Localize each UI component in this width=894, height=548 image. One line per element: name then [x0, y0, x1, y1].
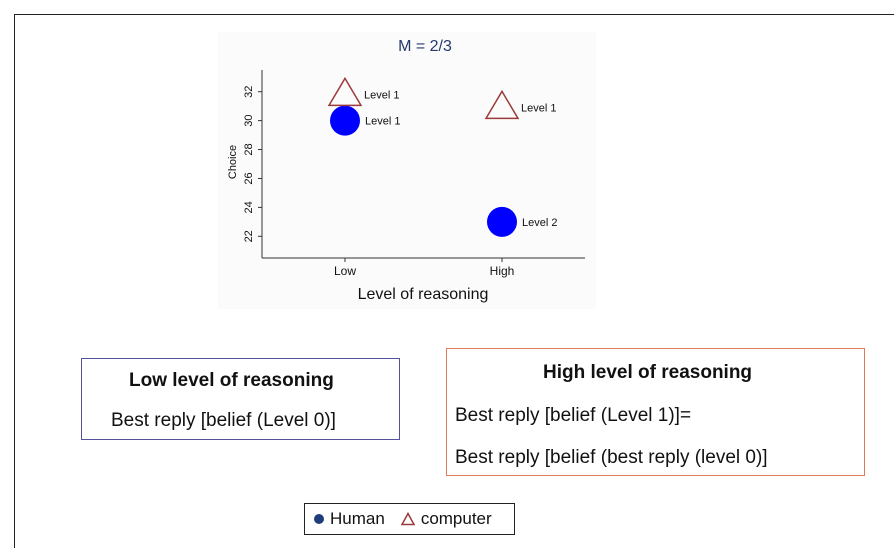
x-ticks: Low High: [334, 258, 514, 278]
y-tick-label: 24: [243, 201, 255, 213]
point-label: Level 2: [522, 217, 557, 229]
point-label: Level 1: [364, 90, 399, 102]
point-label: Level 1: [521, 103, 556, 115]
high-reasoning-formula-2: Best reply [belief (best reply (level 0)…: [455, 447, 768, 468]
slide-frame: [14, 14, 894, 548]
data-marks: Level 1 Level 2 Level 1 Level 1: [327, 76, 557, 237]
human-point: [330, 105, 360, 136]
human-point: [487, 206, 517, 237]
computer-triangle-icon: [400, 512, 415, 526]
chart-legend: Human computer: [304, 503, 515, 535]
y-tick-label: 22: [243, 230, 255, 242]
low-reasoning-box: Low level of reasoning Best reply [belie…: [81, 358, 400, 440]
chart-title: M = 2/3: [398, 38, 452, 55]
x-tick-label: Low: [334, 264, 356, 278]
y-ticks: 22 24 26 28 30 32: [243, 86, 262, 242]
computer-point: [327, 76, 363, 107]
human-dot-icon: [314, 514, 324, 524]
high-reasoning-formula-1: Best reply [belief (Level 1)]=: [455, 405, 692, 426]
scatter-chart: M = 2/3 22 24 26 28 30 32 Low High Choice Leve…: [227, 38, 585, 303]
y-axis-label: Choice: [227, 145, 239, 179]
low-reasoning-formula: Best reply [belief (Level 0)]: [111, 410, 336, 431]
legend-human-label: Human: [330, 509, 385, 528]
computer-point: [484, 89, 520, 120]
x-tick-label: High: [490, 264, 515, 278]
high-reasoning-box: High level of reasoning Best reply [beli…: [446, 348, 865, 476]
high-reasoning-title: High level of reasoning: [543, 362, 753, 383]
low-reasoning-title: Low level of reasoning: [129, 370, 334, 391]
y-tick-label: 28: [243, 143, 255, 155]
legend-computer-label: computer: [420, 509, 492, 528]
y-tick-label: 32: [243, 86, 255, 98]
x-axis-label: Level of reasoning: [358, 286, 489, 303]
y-tick-label: 26: [243, 172, 255, 184]
y-tick-label: 30: [243, 114, 255, 126]
point-label: Level 1: [365, 116, 400, 128]
chart-panel: M = 2/3 22 24 26 28 30 32 Low High Choice Leve…: [218, 32, 596, 309]
